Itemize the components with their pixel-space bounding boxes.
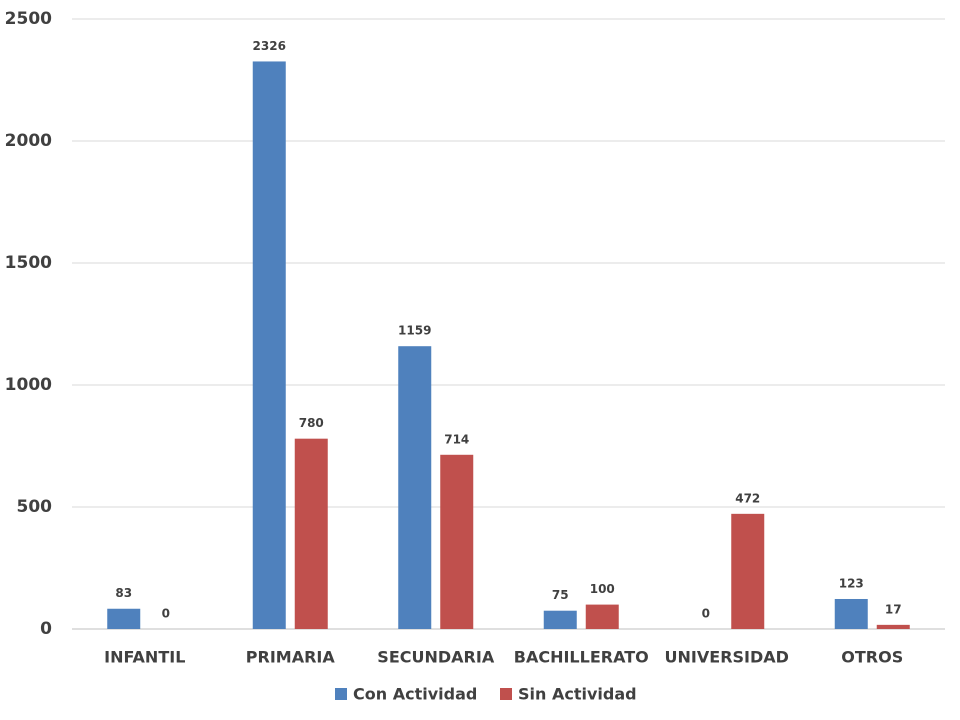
value-label: 714: [444, 432, 469, 446]
value-label: 100: [590, 582, 615, 596]
value-label: 83: [115, 586, 132, 600]
bar: [876, 624, 910, 629]
y-tick-label: 2500: [5, 9, 52, 29]
value-label: 123: [839, 576, 864, 590]
x-tick-label: PRIMARIA: [246, 648, 336, 667]
y-tick-label: 1500: [5, 253, 52, 273]
value-label: 0: [162, 607, 170, 621]
bar: [585, 604, 619, 629]
y-tick-label: 2000: [5, 131, 52, 151]
value-label: 472: [735, 491, 760, 505]
bar: [398, 346, 432, 629]
value-label: 17: [885, 602, 902, 616]
x-tick-label: SECUNDARIA: [377, 648, 495, 667]
legend-swatch: [500, 688, 512, 700]
bar: [543, 610, 577, 629]
bar: [834, 598, 868, 629]
value-label: 2326: [253, 39, 286, 53]
bar: [440, 454, 474, 629]
bar: [731, 513, 765, 629]
x-tick-label: BACHILLERATO: [514, 648, 649, 667]
x-tick-label: UNIVERSIDAD: [665, 648, 789, 667]
legend-label: Con Actividad: [353, 685, 477, 704]
value-label: 75: [552, 588, 569, 602]
y-tick-label: 500: [17, 497, 53, 517]
value-label: 780: [299, 416, 324, 430]
value-label: 0: [702, 607, 710, 621]
x-tick-label: INFANTIL: [104, 648, 185, 667]
legend-swatch: [335, 688, 347, 700]
y-tick-label: 1000: [5, 375, 52, 395]
bar: [107, 608, 141, 629]
y-tick-label: 0: [40, 619, 52, 639]
bar: [252, 61, 286, 630]
x-tick-label: OTROS: [841, 648, 903, 667]
legend-label: Sin Actividad: [518, 685, 637, 704]
bar: [294, 438, 328, 629]
value-label: 1159: [398, 324, 431, 338]
